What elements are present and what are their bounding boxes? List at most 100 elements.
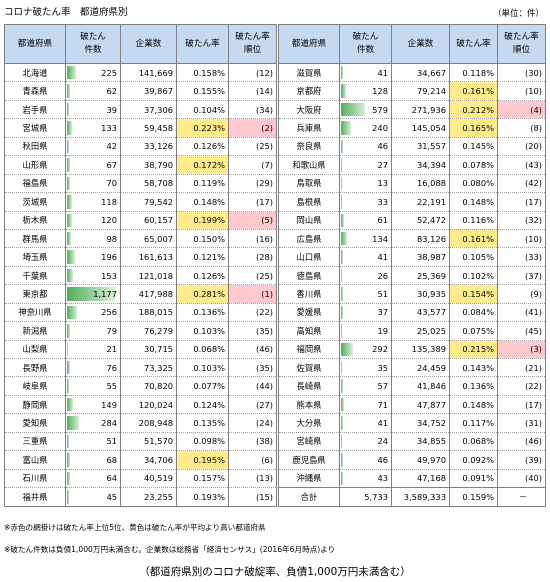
pref-cell: 石川県 [4,469,66,489]
count-bar [341,471,343,486]
count-bar [341,268,343,283]
count-bar [67,66,77,80]
count-bar [67,139,69,154]
count-cell: 46 [339,450,392,470]
rate-cell: 0.212% [449,100,498,120]
companies-cell: 271,936 [391,100,450,120]
count-value: 41 [377,67,388,78]
rate-cell: 0.119% [176,174,229,194]
count-value: 67 [106,159,117,170]
rank-cell: (42) [497,174,546,194]
count-bar [341,158,343,172]
count-value: 64 [106,473,117,484]
count-value: 13 [377,178,388,189]
count-bar [67,471,70,486]
count-bar [67,287,115,301]
companies-cell: 34,752 [391,413,450,433]
pref-cell: 富山県 [4,450,66,470]
rate-cell: 0.135% [176,413,229,433]
pref-cell: 青森県 [4,81,66,101]
rate-cell: 0.157% [176,469,229,489]
rate-cell: 0.080% [449,174,498,194]
header-rank: 破たん率 順位 [497,24,546,64]
table-row: 鹿児島県 46 49,970 0.092% (39) [278,450,546,470]
rate-cell: 0.148% [176,192,229,212]
count-cell: 46 [339,137,392,157]
count-cell: 57 [339,376,392,396]
rate-cell: 0.158% [176,63,229,83]
count-value: 134 [372,233,388,244]
rank-cell: (12) [228,63,277,83]
header-count: 破たん 件数 [339,24,392,64]
companies-cell: 37,306 [120,100,177,120]
pref-cell: 茨城県 [4,192,66,212]
pref-cell: 佐賀県 [278,358,340,378]
table-row: 宮城県 133 59,458 0.223% (2) [4,118,277,138]
rank-cell: (25) [228,266,277,286]
rank-cell: (30) [497,63,546,83]
rank-cell: (22) [228,303,277,323]
rate-cell: 0.068% [176,340,229,360]
count-bar [67,231,71,246]
rate-cell: 0.148% [449,395,498,415]
count-bar [67,342,68,356]
count-bar [67,453,70,467]
count-value: 21 [106,344,117,355]
count-bar [67,158,70,172]
count-value: 43 [377,473,388,484]
rate-cell: 0.126% [176,137,229,157]
table-row: 愛知県 284 208,948 0.135% (24) [4,413,277,433]
count-bar [341,416,343,430]
companies-cell: 135,389 [391,340,450,360]
count-value: 240 [372,123,388,134]
count-value: 51 [106,436,117,447]
count-value: 76 [106,362,117,373]
table-row: 京都府 128 79,214 0.161% (10) [278,81,546,101]
rank-cell: (44) [228,376,277,396]
table-row: 岐阜県 55 70,820 0.077% (44) [4,376,277,396]
rate-cell: 0.172% [176,155,229,175]
pref-cell: 島根県 [278,192,340,212]
companies-cell: 58,708 [120,174,177,194]
total-row: 合計 5,733 3,589,333 0.159% － [278,487,546,507]
count-cell: 19 [339,321,392,341]
count-cell: 13 [339,174,392,194]
count-cell: 292 [339,340,392,360]
pref-cell: 和歌山県 [278,155,340,175]
rank-cell: (39) [497,450,546,470]
rank-cell: (38) [228,432,277,452]
companies-cell: 60,157 [120,211,177,230]
count-value: 284 [101,418,117,429]
count-cell: 68 [65,450,121,470]
pref-cell: 大阪府 [278,100,340,120]
count-value: 71 [377,399,388,410]
table-row: 香川県 51 30,935 0.154% (9) [278,284,546,304]
pref-cell: 長野県 [4,358,66,378]
rate-cell: 0.084% [449,303,498,323]
count-cell: 62 [65,81,121,101]
right-table: 都道府県 破たん 件数 企業数 破たん率 破たん率 順位 滋賀県 41 34,667… [278,24,546,507]
count-value: 33 [377,196,388,207]
right-table-body: 滋賀県 41 34,667 0.118% (30) 京都府 128 79,214 0.161%(… [278,63,546,489]
table-row: 山口県 41 38,987 0.105% (33) [278,247,546,267]
count-cell: 42 [65,137,121,157]
pref-cell: 京都府 [278,81,340,101]
rate-cell: 0.075% [449,321,498,341]
count-cell: 45 [65,487,121,507]
count-cell: 120 [65,211,121,230]
table-row: 三重県 51 51,570 0.098% (38) [4,432,277,452]
rate-cell: 0.223% [176,118,229,138]
rank-cell: (8) [497,118,546,138]
total-rank: － [497,487,546,507]
table-row: 福岡県 292 135,389 0.215% (3) [278,340,546,360]
pref-cell: 秋田県 [4,137,66,157]
pref-cell: 愛知県 [4,413,66,433]
table-row: 山形県 67 38,790 0.172% (7) [4,155,277,175]
table-row: 群馬県 98 65,007 0.150% (16) [4,229,277,249]
companies-cell: 30,715 [120,340,177,360]
table-title: コロナ破たん率 都道府県別 [4,7,128,18]
header-rank: 破たん率 順位 [228,24,277,64]
count-bar [67,213,72,227]
table-row: 茨城県 118 79,542 0.148% (17) [4,192,277,212]
count-cell: 61 [339,211,392,230]
